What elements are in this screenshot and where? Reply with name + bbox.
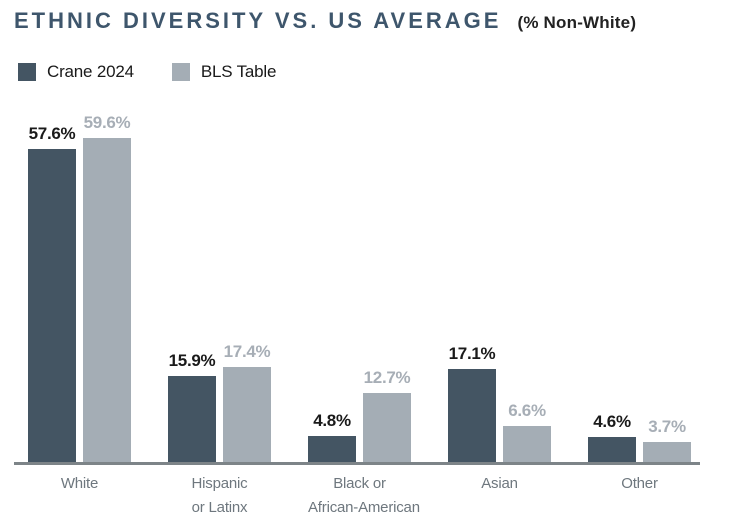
bar-column: 59.6%	[83, 113, 131, 462]
bar-chart-plot: 57.6% 59.6% 15.9% 17.4% 4.8% 12.7% 17.1% 6.6% 4.…	[28, 113, 691, 462]
bar	[588, 437, 636, 462]
bar-value-label: 4.8%	[313, 411, 351, 430]
category-label: Asian	[481, 475, 518, 492]
bar-column: 57.6%	[28, 124, 76, 462]
bar-column: 12.7%	[363, 368, 411, 462]
bar-group: 4.8% 12.7%	[308, 368, 411, 462]
bar	[223, 367, 271, 462]
bar	[643, 442, 691, 462]
bar-group: 15.9% 17.4%	[168, 342, 271, 462]
bar-value-label: 4.6%	[593, 412, 631, 431]
bar-value-label: 3.7%	[648, 417, 686, 436]
bar-column: 4.8%	[308, 411, 356, 462]
chart-title: ETHNIC DIVERSITY VS. US AVERAGE	[14, 8, 502, 33]
category-label: Other	[621, 475, 658, 492]
bar-column: 6.6%	[503, 401, 551, 462]
bar-column: 17.1%	[448, 344, 496, 462]
bar-value-label: 15.9%	[168, 351, 216, 370]
bar	[83, 138, 131, 462]
bar-column: 3.7%	[643, 417, 691, 462]
bar-value-label: 17.1%	[448, 344, 496, 363]
bar-value-label: 17.4%	[223, 342, 271, 361]
x-axis-category-labels: White Hispanic or Latinx Black or African-Am…	[28, 472, 691, 520]
bar-group: 17.1% 6.6%	[448, 344, 551, 462]
legend-label: Crane 2024	[47, 62, 134, 81]
legend-label: BLS Table	[200, 62, 277, 81]
bar	[168, 376, 216, 462]
chart-subtitle: (% Non-White)	[517, 13, 637, 32]
bar-group: 4.6% 3.7%	[588, 412, 691, 462]
legend-item-crane-2024: Crane 2024	[18, 62, 134, 82]
bar-value-label: 59.6%	[83, 113, 131, 132]
category-label: Black or African-American	[308, 475, 420, 516]
bar-group: 57.6% 59.6%	[28, 113, 131, 462]
bar-value-label: 12.7%	[363, 368, 411, 387]
crane-2024-swatch-icon	[18, 63, 36, 81]
bar-column: 17.4%	[223, 342, 271, 462]
category-label: Hispanic or Latinx	[191, 475, 248, 516]
bar	[28, 149, 76, 462]
bar-value-label: 57.6%	[28, 124, 76, 143]
bar	[503, 426, 551, 462]
bls-table-swatch-icon	[171, 63, 190, 81]
bar	[448, 369, 496, 462]
bar-value-label: 6.6%	[508, 401, 546, 420]
legend-item-bls-table: BLS Table	[171, 62, 277, 82]
bar-column: 4.6%	[588, 412, 636, 462]
chart-header: ETHNIC DIVERSITY VS. US AVERAGE (% Non-W…	[14, 8, 636, 34]
legend: Crane 2024 BLS Table	[18, 62, 314, 82]
bar	[308, 436, 356, 462]
bar-column: 15.9%	[168, 351, 216, 462]
bar	[363, 393, 411, 462]
x-axis-line	[14, 462, 700, 465]
category-label: White	[60, 475, 99, 492]
